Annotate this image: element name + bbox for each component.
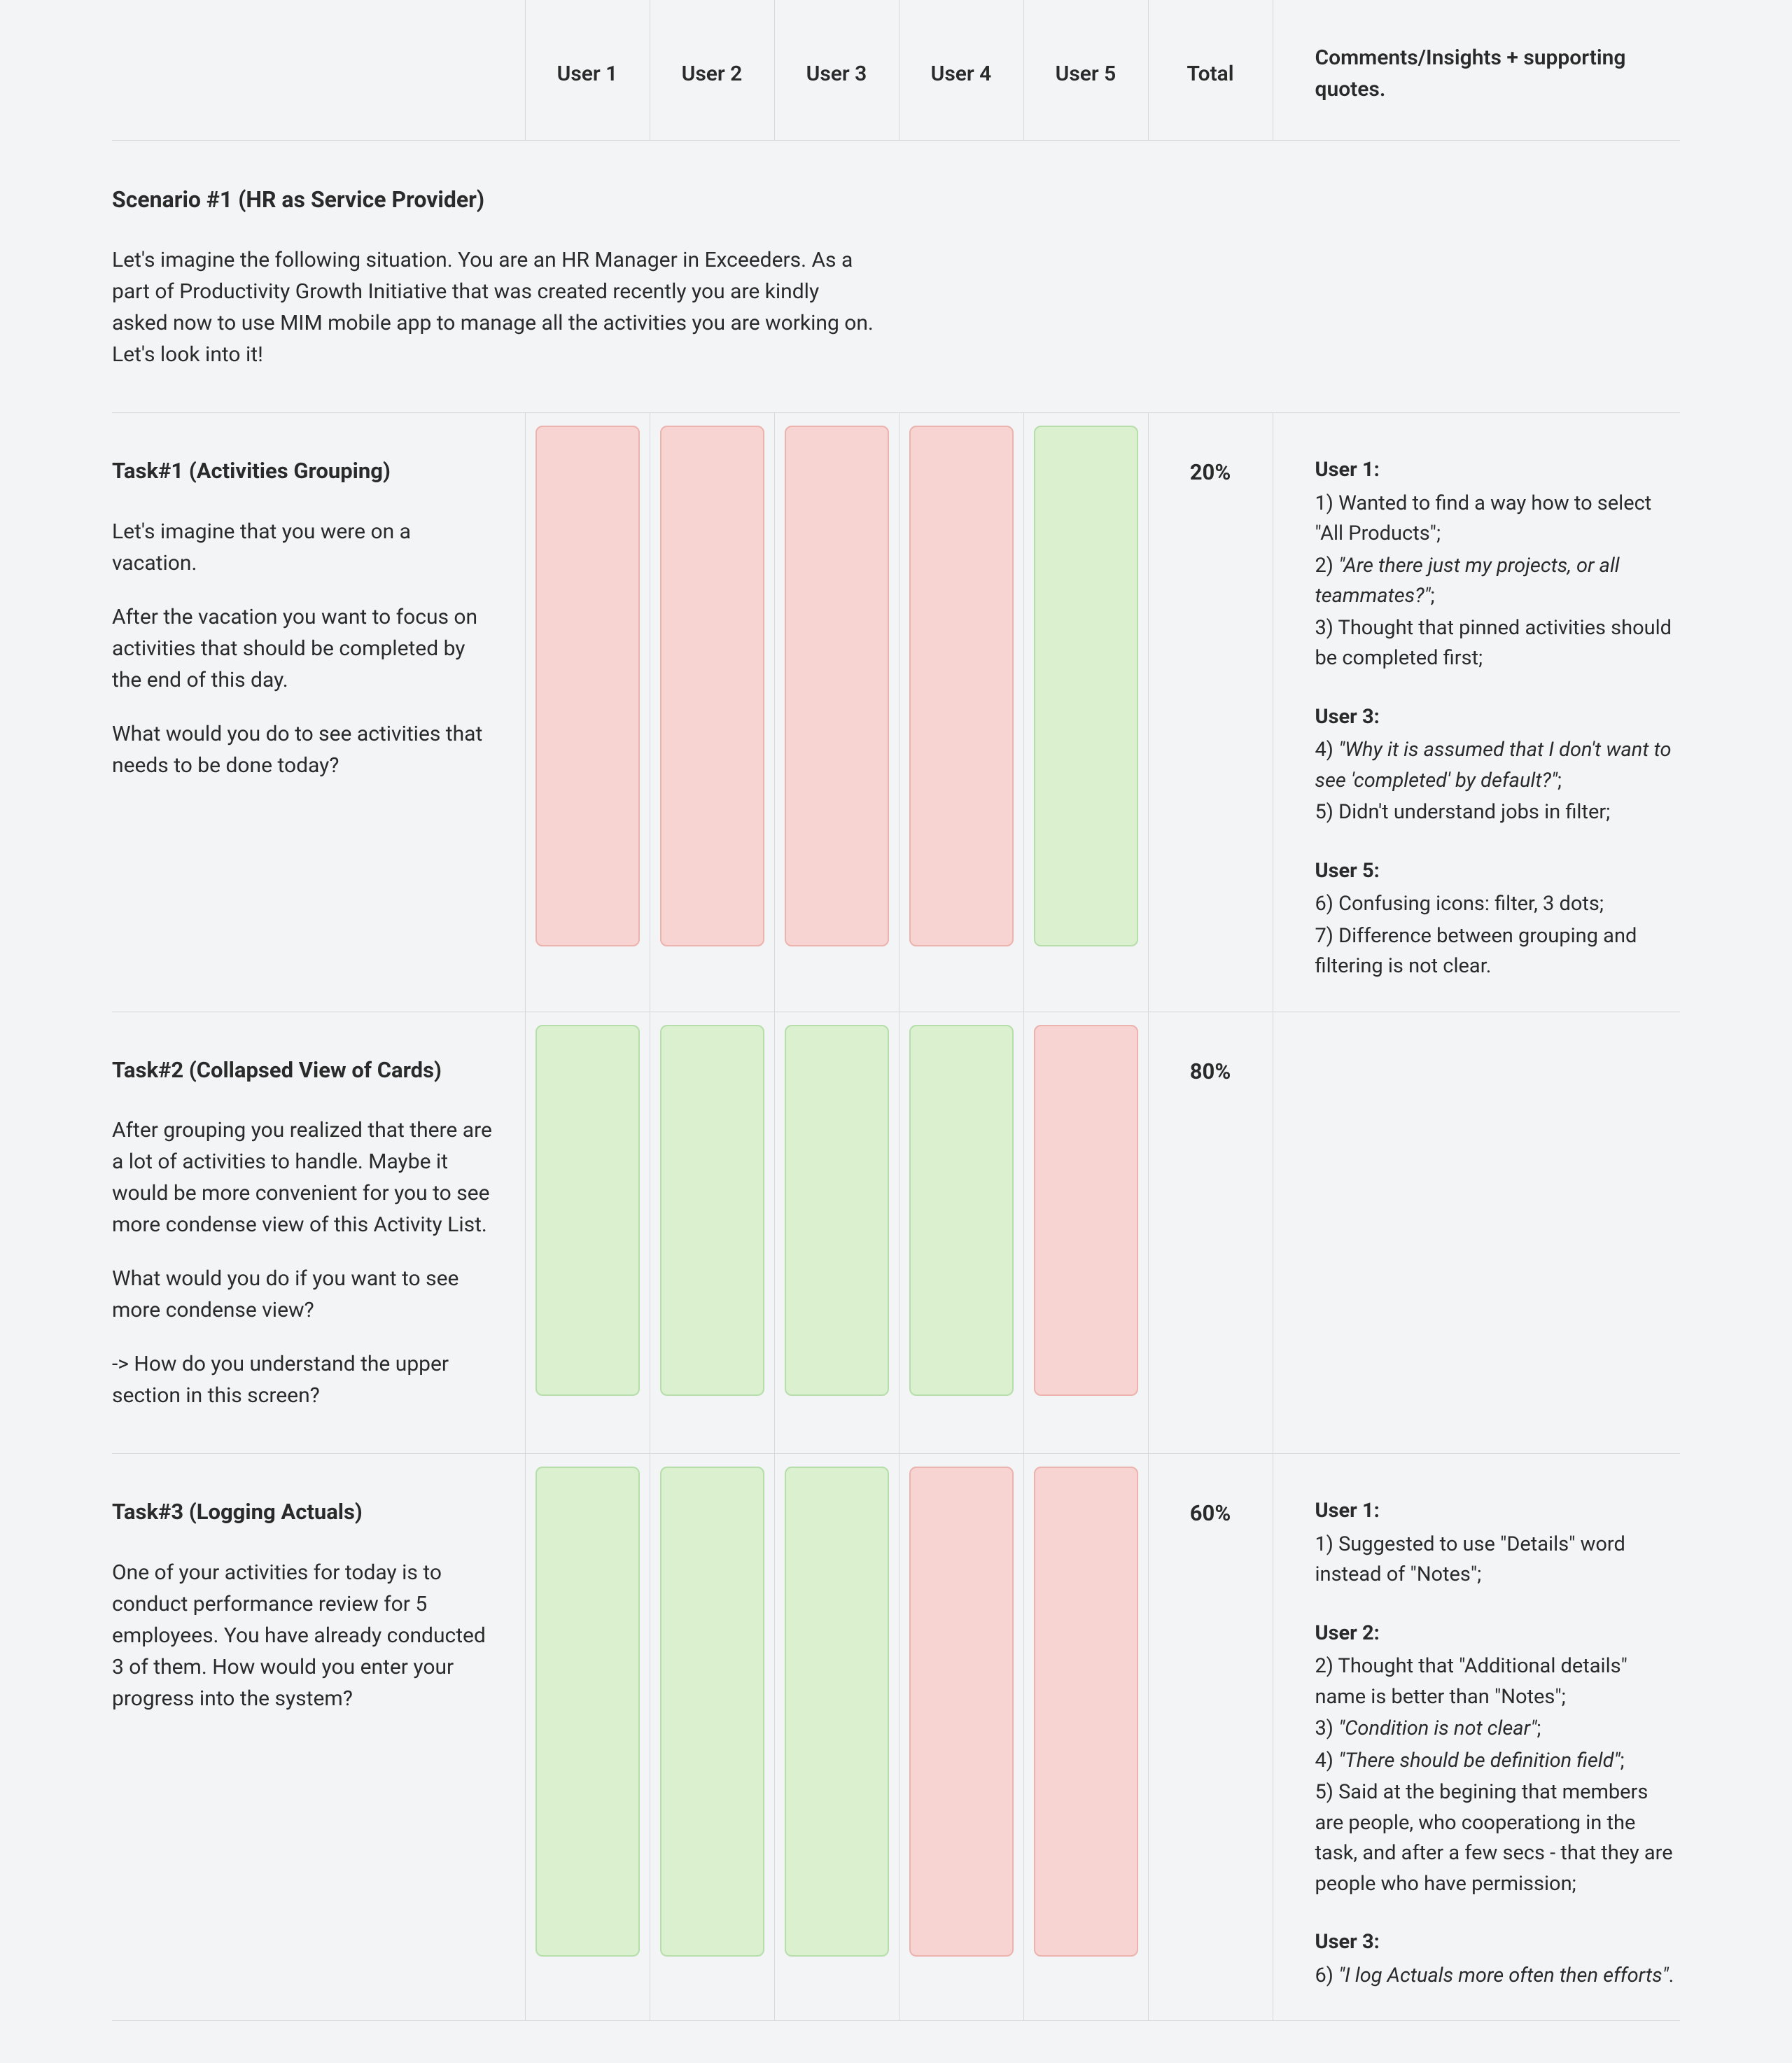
result-cell [1023, 1012, 1148, 1454]
table-header: User 1 User 2 User 3 User 4 User 5 Total… [112, 0, 1680, 141]
note-block: User 1:1) Suggested to use "Details" wor… [1315, 1496, 1681, 1590]
task-row: Task#1 (Activities Grouping) Let's imagin… [112, 413, 1680, 1012]
result-pass-swatch [536, 1467, 640, 1957]
header-total: Total [1148, 0, 1273, 141]
task-row: Task#2 (Collapsed View of Cards) After gr… [112, 1012, 1680, 1454]
note-user-label: User 1: [1315, 455, 1681, 486]
header-comments: Comments/Insights + supporting quotes. [1273, 0, 1680, 141]
result-cell [525, 1012, 650, 1454]
note-item: 4) "There should be definition field"; [1315, 1746, 1681, 1777]
result-cell [774, 413, 899, 1012]
note-user-label: User 2: [1315, 1618, 1681, 1649]
result-cell [899, 1012, 1023, 1454]
task-paragraph: Let's imagine that you were on a vacatio… [112, 516, 497, 579]
result-cell [899, 413, 1023, 1012]
note-item: 7) Difference between grouping and filte… [1315, 921, 1681, 982]
result-pass-swatch [660, 1025, 764, 1396]
result-pass-swatch [785, 1025, 889, 1396]
result-fail-swatch [1034, 1467, 1138, 1957]
result-cell [650, 1454, 774, 2021]
result-fail-swatch [909, 426, 1014, 946]
result-cell [774, 1012, 899, 1454]
task-description-cell: Task#2 (Collapsed View of Cards) After gr… [112, 1012, 525, 1454]
result-pass-swatch [1034, 426, 1138, 946]
note-item: 5) Didn't understand jobs in filter; [1315, 797, 1681, 828]
header-task-blank [112, 0, 525, 141]
result-cell [650, 413, 774, 1012]
result-pass-swatch [785, 1467, 889, 1957]
note-block: User 3:4) "Why it is assumed that I don'… [1315, 702, 1681, 828]
note-item: 1) Suggested to use "Details" word inste… [1315, 1530, 1681, 1590]
result-cell [1023, 413, 1148, 1012]
task-paragraph: What would you do if you want to see mor… [112, 1263, 497, 1326]
note-item: 2) "Are there just my projects, or all t… [1315, 551, 1681, 612]
total-cell: 60% [1148, 1454, 1273, 2021]
comments-cell: User 1:1) Suggested to use "Details" wor… [1273, 1454, 1680, 2021]
note-item: 3) "Condition is not clear"; [1315, 1714, 1681, 1744]
header-user-1: User 1 [525, 0, 650, 141]
task-description-cell: Task#1 (Activities Grouping) Let's imagin… [112, 413, 525, 1012]
comments-cell: User 1:1) Wanted to find a way how to se… [1273, 413, 1680, 1012]
note-user-label: User 5: [1315, 856, 1681, 887]
note-item: 6) "I log Actuals more often then effort… [1315, 1961, 1681, 1992]
task-paragraph: After the vacation you want to focus on … [112, 601, 497, 696]
task-paragraph: What would you do to see activities that… [112, 718, 497, 781]
task-title: Task#2 (Collapsed View of Cards) [112, 1054, 497, 1087]
header-user-2: User 2 [650, 0, 774, 141]
note-block: User 2:2) Thought that "Additional detai… [1315, 1618, 1681, 1900]
task-title: Task#1 (Activities Grouping) [112, 455, 497, 488]
result-cell [899, 1454, 1023, 2021]
task-description-cell: Task#3 (Logging Actuals) One of your acti… [112, 1454, 525, 2021]
note-item: 3) Thought that pinned activities should… [1315, 613, 1681, 674]
result-pass-swatch [536, 1025, 640, 1396]
result-cell [1023, 1454, 1148, 2021]
header-user-3: User 3 [774, 0, 899, 141]
scenario-description: Let's imagine the following situation. Y… [112, 244, 875, 370]
task-row: Task#3 (Logging Actuals) One of your acti… [112, 1454, 1680, 2021]
note-item: 1) Wanted to find a way how to select "A… [1315, 489, 1681, 550]
note-item: 5) Said at the begining that members are… [1315, 1777, 1681, 1899]
task-paragraph: -> How do you understand the upper secti… [112, 1348, 497, 1411]
total-cell: 20% [1148, 413, 1273, 1012]
note-item: 6) Confusing icons: filter, 3 dots; [1315, 889, 1681, 920]
task-paragraph: After grouping you realized that there a… [112, 1114, 497, 1240]
result-cell [650, 1012, 774, 1454]
result-pass-swatch [909, 1025, 1014, 1396]
note-item: 4) "Why it is assumed that I don't want … [1315, 735, 1681, 796]
comments-cell [1273, 1012, 1680, 1454]
result-fail-swatch [909, 1467, 1014, 1957]
scenario-row: Scenario #1 (HR as Service Provider) Let'… [112, 141, 1680, 413]
result-fail-swatch [785, 426, 889, 946]
total-cell: 80% [1148, 1012, 1273, 1454]
usability-results-table: User 1 User 2 User 3 User 4 User 5 Total… [112, 0, 1680, 2021]
result-fail-swatch [536, 426, 640, 946]
task-paragraph: One of your activities for today is to c… [112, 1557, 497, 1714]
result-cell [525, 413, 650, 1012]
note-block: User 3:6) "I log Actuals more often then… [1315, 1927, 1681, 1991]
result-cell [525, 1454, 650, 2021]
note-item: 2) Thought that "Additional details" nam… [1315, 1651, 1681, 1712]
result-fail-swatch [660, 426, 764, 946]
note-block: User 1:1) Wanted to find a way how to se… [1315, 455, 1681, 674]
header-user-5: User 5 [1023, 0, 1148, 141]
result-fail-swatch [1034, 1025, 1138, 1396]
note-user-label: User 1: [1315, 1496, 1681, 1527]
header-user-4: User 4 [899, 0, 1023, 141]
note-user-label: User 3: [1315, 702, 1681, 733]
note-block: User 5:6) Confusing icons: filter, 3 dot… [1315, 856, 1681, 982]
note-user-label: User 3: [1315, 1927, 1681, 1958]
task-title: Task#3 (Logging Actuals) [112, 1496, 497, 1529]
scenario-title: Scenario #1 (HR as Service Provider) [112, 183, 1680, 216]
result-pass-swatch [660, 1467, 764, 1957]
result-cell [774, 1454, 899, 2021]
